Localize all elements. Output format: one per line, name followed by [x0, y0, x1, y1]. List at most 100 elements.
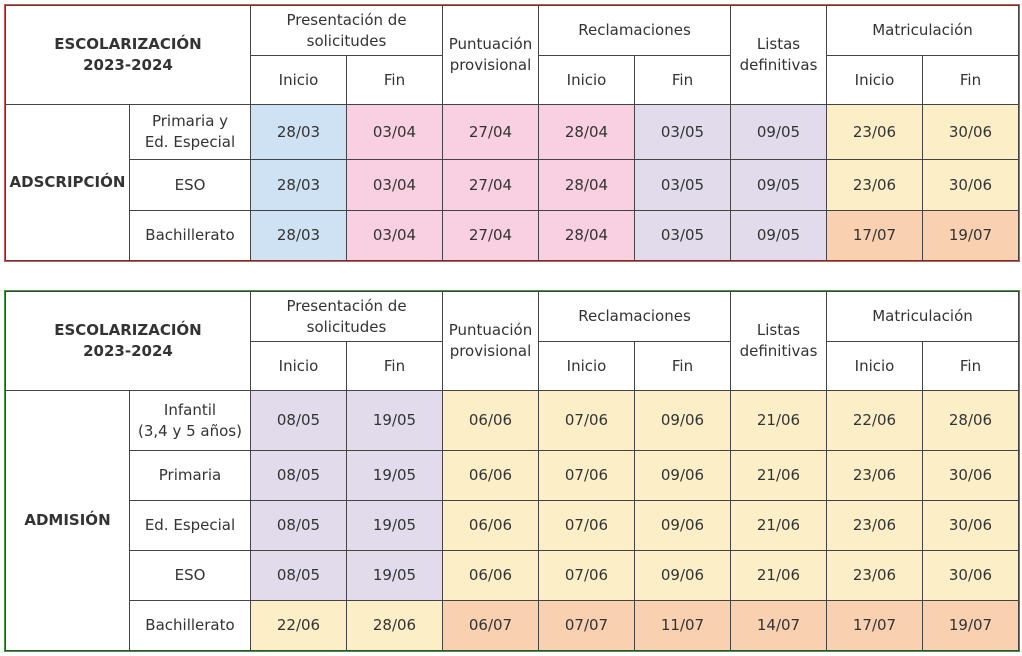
- header-presentacion: Presentación de solicitudes: [250, 291, 443, 342]
- corner-title-line2: 2023-2024: [83, 342, 173, 360]
- date-cell: 28/04: [538, 210, 635, 261]
- date-cell: 06/06: [442, 450, 539, 501]
- date-cell: 07/07: [538, 600, 635, 651]
- date-cell: 30/06: [922, 159, 1019, 211]
- corner-title-line2: 2023-2024: [83, 56, 173, 74]
- row-label-line1: Primaria y: [151, 112, 229, 130]
- row-label-line2: (3,4 y 5 años): [138, 421, 242, 440]
- date-cell: 03/05: [634, 159, 731, 211]
- table-row: ESO 08/05 19/05 06/06 07/06 09/06 21/06 …: [6, 550, 1019, 601]
- date-cell: 09/05: [730, 159, 827, 211]
- header-matriculacion: Matriculación: [826, 291, 1019, 342]
- date-cell: 21/06: [730, 450, 827, 501]
- adscripcion-table: ESCOLARIZACIÓN 2023-2024 Presentación de…: [4, 4, 1020, 262]
- date-cell: 21/06: [730, 500, 827, 551]
- date-cell: 28/04: [538, 159, 635, 211]
- subheader-inicio: Inicio: [538, 55, 635, 105]
- date-cell: 17/07: [826, 600, 923, 651]
- date-cell: 23/06: [826, 104, 923, 160]
- table-row: Ed. Especial 08/05 19/05 06/06 07/06 09/…: [6, 500, 1019, 551]
- date-cell: 14/07: [730, 600, 827, 651]
- subheader-fin: Fin: [634, 341, 731, 391]
- date-cell: 27/04: [442, 159, 539, 211]
- group-label: ADMISIÓN: [5, 390, 130, 651]
- date-cell: 07/06: [538, 500, 635, 551]
- header-matriculacion: Matriculación: [826, 5, 1019, 56]
- date-cell: 19/05: [346, 390, 443, 451]
- date-cell: 27/04: [442, 210, 539, 261]
- date-cell: 28/03: [250, 159, 347, 211]
- date-cell: 07/06: [538, 390, 635, 451]
- date-cell: 21/06: [730, 390, 827, 451]
- date-cell: 09/06: [634, 390, 731, 451]
- header-listas: Listas definitivas: [730, 5, 827, 105]
- date-cell: 22/06: [250, 600, 347, 651]
- row-label: Bachillerato: [129, 600, 251, 651]
- date-cell: 09/06: [634, 550, 731, 601]
- date-cell: 08/05: [250, 450, 347, 501]
- date-cell: 09/06: [634, 500, 731, 551]
- date-cell: 19/05: [346, 500, 443, 551]
- date-cell: 28/04: [538, 104, 635, 160]
- subheader-fin: Fin: [346, 55, 443, 105]
- date-cell: 27/04: [442, 104, 539, 160]
- row-label-line2: Ed. Especial: [144, 133, 236, 151]
- corner-title-line1: ESCOLARIZACIÓN: [54, 321, 202, 339]
- table-corner-title: ESCOLARIZACIÓN 2023-2024: [5, 5, 251, 105]
- date-cell: 23/06: [826, 450, 923, 501]
- date-cell: 30/06: [922, 550, 1019, 601]
- date-cell: 09/06: [634, 450, 731, 501]
- date-cell: 28/03: [250, 104, 347, 160]
- date-cell: 06/07: [442, 600, 539, 651]
- date-cell: 23/06: [826, 500, 923, 551]
- date-cell: 03/04: [346, 159, 443, 211]
- date-cell: 19/05: [346, 550, 443, 601]
- date-cell: 30/06: [922, 500, 1019, 551]
- subheader-inicio: Inicio: [826, 341, 923, 391]
- row-label: Bachillerato: [129, 210, 251, 261]
- date-cell: 03/05: [634, 210, 731, 261]
- date-cell: 28/03: [250, 210, 347, 261]
- date-cell: 30/06: [922, 104, 1019, 160]
- header-puntuacion: Puntuación provisional: [442, 5, 539, 105]
- subheader-inicio: Inicio: [250, 341, 347, 391]
- row-label: ESO: [129, 159, 251, 211]
- date-cell: 19/05: [346, 450, 443, 501]
- subheader-inicio: Inicio: [250, 55, 347, 105]
- subheader-inicio: Inicio: [826, 55, 923, 105]
- date-cell: 19/07: [922, 210, 1019, 261]
- date-cell: 30/06: [922, 450, 1019, 501]
- date-cell: 06/06: [442, 390, 539, 451]
- date-cell: 06/06: [442, 550, 539, 601]
- date-cell: 28/06: [922, 390, 1019, 451]
- table-row: Bachillerato 28/03 03/04 27/04 28/04 03/…: [6, 210, 1019, 261]
- date-cell: 22/06: [826, 390, 923, 451]
- row-label: Infantil (3,4 y 5 años): [129, 390, 251, 451]
- date-cell: 07/06: [538, 550, 635, 601]
- table-row: Bachillerato 22/06 28/06 06/07 07/07 11/…: [6, 600, 1019, 651]
- date-cell: 23/06: [826, 550, 923, 601]
- corner-title-line1: ESCOLARIZACIÓN: [54, 35, 202, 53]
- date-cell: 07/06: [538, 450, 635, 501]
- table-row: ESO 28/03 03/04 27/04 28/04 03/05 09/05 …: [6, 159, 1019, 211]
- date-cell: 09/05: [730, 210, 827, 261]
- date-cell: 08/05: [250, 550, 347, 601]
- date-cell: 03/05: [634, 104, 731, 160]
- header-presentacion: Presentación de solicitudes: [250, 5, 443, 56]
- date-cell: 06/06: [442, 500, 539, 551]
- date-cell: 21/06: [730, 550, 827, 601]
- row-label: ESO: [129, 550, 251, 601]
- header-reclamaciones: Reclamaciones: [538, 5, 731, 56]
- group-label: ADSCRIPCIÓN: [5, 104, 130, 261]
- subheader-inicio: Inicio: [538, 341, 635, 391]
- table-row: Primaria 08/05 19/05 06/06 07/06 09/06 2…: [6, 450, 1019, 501]
- date-cell: 23/06: [826, 159, 923, 211]
- admision-table: ESCOLARIZACIÓN 2023-2024 Presentación de…: [4, 290, 1020, 652]
- subheader-fin: Fin: [634, 55, 731, 105]
- date-cell: 17/07: [826, 210, 923, 261]
- table-row: ADMISIÓN Infantil (3,4 y 5 años) 08/05 1…: [5, 390, 1019, 651]
- date-cell: 03/04: [346, 104, 443, 160]
- date-cell: 09/05: [730, 104, 827, 160]
- row-label: Primaria y Ed. Especial: [129, 104, 251, 160]
- row-label-line1: Infantil: [163, 400, 217, 419]
